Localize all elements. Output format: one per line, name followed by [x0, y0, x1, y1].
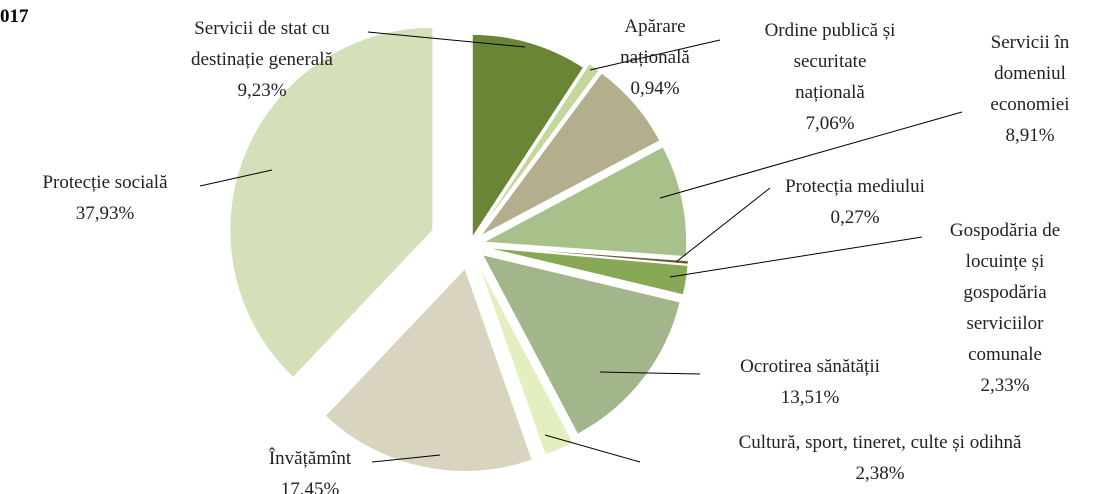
value-label: 7,06%: [805, 113, 855, 134]
slice-label: Învățămînt 17,45%: [230, 443, 390, 494]
leader-line: [367, 31, 526, 48]
category-label: Ocrotirea sănătății: [740, 356, 880, 377]
category-label: Protecția mediului: [785, 176, 925, 197]
category-label: Servicii în domeniul economiei: [990, 32, 1070, 115]
pie-slice: [485, 245, 689, 265]
slice-label: Protecție socială 37,93%: [5, 167, 205, 229]
category-label: Apărare națională: [620, 16, 690, 68]
category-label: Servicii de stat cu destinație generală: [191, 18, 333, 70]
slice-label: Ocrotirea sănătății 13,51%: [685, 351, 935, 413]
pie-slice: [229, 26, 434, 379]
slice-label: Servicii în domeniul economiei 8,91%: [970, 27, 1090, 151]
slice-label: Cultură, sport, tineret, culte și odihnă…: [665, 427, 1095, 489]
leader-line: [675, 187, 771, 263]
category-label: Gospodăria de locuințe și gospodăria ser…: [949, 220, 1061, 365]
leader-line: [599, 371, 701, 375]
pie-slice: [480, 72, 661, 237]
slice-label: Ordine publică și securitate națională 7,…: [760, 15, 900, 139]
value-label: 8,91%: [1005, 125, 1055, 146]
pie-slice: [481, 146, 688, 258]
category-label: Cultură, sport, tineret, culte și odihnă: [738, 432, 1022, 453]
leader-line: [659, 111, 963, 199]
value-label: 0,94%: [630, 78, 680, 99]
value-label: 2,33%: [980, 375, 1030, 396]
value-label: 9,23%: [237, 80, 287, 101]
pie-slice: [481, 254, 681, 435]
category-label: Protecție socială: [42, 172, 168, 193]
value-label: 17,45%: [280, 479, 340, 494]
slice-label: Apărare națională 0,94%: [605, 11, 705, 104]
pie-slice: [485, 247, 689, 296]
value-label: 37,93%: [75, 203, 135, 224]
slice-label: Gospodăria de locuințe și gospodăria ser…: [943, 215, 1068, 401]
pie-slice: [471, 33, 585, 240]
value-label: 0,27%: [830, 207, 880, 228]
pie-slice: [477, 63, 600, 234]
leader-line: [371, 454, 441, 463]
value-label: 13,51%: [780, 387, 840, 408]
category-label: Ordine publică și securitate națională: [764, 20, 896, 103]
chart-title: 017: [0, 6, 29, 27]
category-label: Învățămînt: [268, 448, 352, 469]
leader-line: [669, 236, 923, 278]
leader-line: [589, 39, 721, 71]
slice-label: Protecția mediului 0,27%: [755, 171, 955, 233]
slice-label: Servicii de stat cu destinație generală 9…: [162, 13, 362, 106]
pie-slice: [324, 267, 533, 472]
leader-line: [199, 169, 273, 187]
leader-line: [544, 434, 641, 463]
value-label: 2,38%: [855, 463, 905, 484]
